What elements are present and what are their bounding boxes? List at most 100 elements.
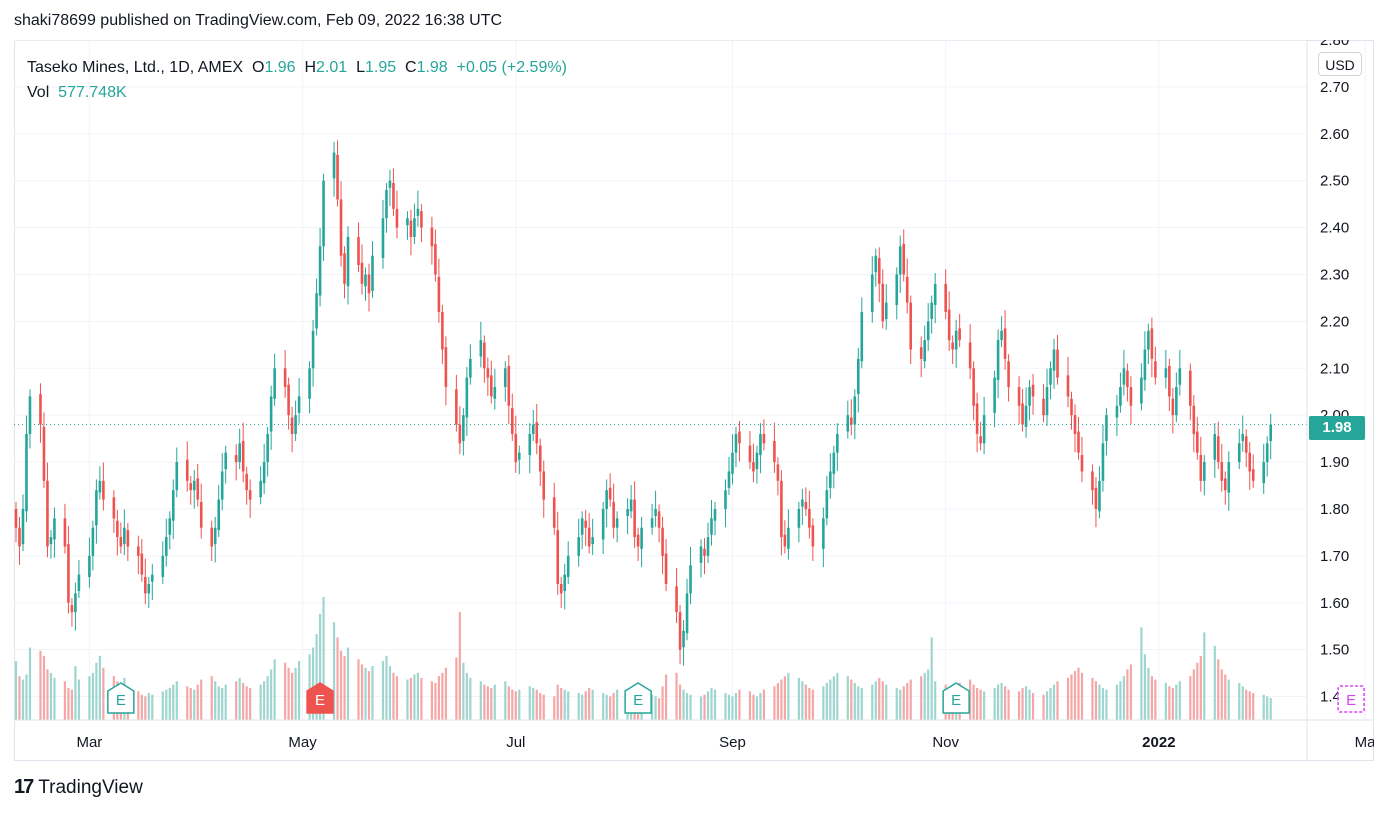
volume-bar: [1196, 662, 1199, 720]
volume-bar: [738, 689, 741, 720]
volume-bar: [1049, 687, 1052, 720]
candle-body: [406, 218, 409, 226]
volume-bar: [1178, 681, 1181, 720]
legend-low-label: L: [356, 59, 365, 76]
candle-body: [199, 501, 203, 528]
last-price-label: 1.98: [1309, 416, 1365, 440]
candle-body: [1126, 370, 1129, 388]
volume-bar: [1262, 694, 1265, 720]
volume-bar: [780, 679, 783, 720]
volume-bar: [581, 694, 584, 720]
earnings-marker-0[interactable]: E: [107, 682, 135, 714]
candle-body: [46, 480, 49, 547]
candle-body: [650, 518, 654, 528]
volume-bar: [67, 687, 70, 720]
volume-bar: [605, 694, 608, 720]
volume-bar: [1045, 691, 1049, 720]
candle-body: [933, 283, 937, 305]
footer-brand[interactable]: 17 TradingView: [14, 776, 143, 799]
volume-bar: [1192, 669, 1195, 720]
volume-bar: [434, 682, 437, 720]
candle-body: [392, 183, 395, 209]
legend-vol-value: 577.748K: [58, 84, 127, 101]
volume-bar: [1003, 686, 1007, 720]
candle-body: [74, 593, 77, 613]
candle-body: [591, 537, 594, 545]
volume-bar: [144, 696, 147, 720]
volume-bar: [602, 693, 605, 720]
volume-bar: [458, 612, 461, 720]
volume-bar: [95, 662, 98, 720]
volume-bar: [811, 689, 814, 720]
volume-bar: [797, 677, 800, 720]
candle-body: [675, 586, 678, 613]
candle-body: [1244, 436, 1248, 453]
price-chart[interactable]: 2.802.702.602.502.402.302.202.102.001.90…: [14, 40, 1374, 761]
candle-body: [1241, 433, 1245, 441]
candle-body: [315, 293, 318, 329]
volume-bar: [609, 696, 612, 720]
legend-vol-label: Vol: [27, 84, 50, 101]
volume-bar: [556, 684, 559, 720]
volume-bar: [360, 664, 364, 720]
x-tick-label-1: May: [288, 734, 317, 751]
volume-bar: [934, 681, 937, 720]
candle-body: [902, 244, 906, 275]
candle-body: [14, 508, 18, 528]
volume-bar: [441, 672, 444, 720]
volume-bar: [490, 687, 493, 720]
volume-bar: [567, 691, 570, 720]
candle-body: [1175, 387, 1178, 416]
time-axis: Mar May Jul Sep Nov 2022 Ma: [76, 734, 1374, 751]
candle-body: [434, 244, 437, 275]
volume-bar: [588, 687, 591, 720]
volume-bar: [1241, 686, 1244, 720]
candle-body: [151, 574, 154, 582]
volume-bar: [1031, 693, 1035, 720]
candle-body: [1105, 415, 1108, 441]
volume-bar: [74, 666, 77, 720]
earnings-marker-4[interactable]: E: [1337, 685, 1365, 713]
y-tick-label-4: 2.40: [1320, 220, 1349, 237]
candle-body: [1248, 452, 1252, 472]
candle-body: [605, 490, 608, 509]
volume-bar: [346, 647, 350, 720]
candle-body: [357, 236, 360, 266]
candle-body: [343, 253, 346, 284]
earnings-marker-3[interactable]: E: [942, 682, 970, 714]
volume-bar: [832, 676, 835, 720]
candle-body: [612, 501, 615, 528]
candle-body: [661, 527, 664, 556]
volume-bar: [902, 686, 905, 720]
candle-body: [1265, 443, 1269, 463]
candle-body: [905, 276, 909, 303]
candle-body: [919, 347, 923, 359]
candle-body: [67, 544, 70, 603]
candle-body: [1080, 455, 1084, 472]
volume-bar: [196, 684, 199, 720]
volume-bar: [1066, 677, 1070, 720]
candle-body: [1192, 405, 1196, 434]
volume-bar: [532, 687, 535, 720]
volume-bar: [734, 693, 738, 720]
volume-bar: [787, 672, 790, 720]
volume-bar: [657, 698, 661, 720]
candle-body: [1213, 433, 1217, 460]
candle-body: [1028, 387, 1031, 406]
candle-body: [462, 415, 465, 441]
candle-body: [1196, 431, 1199, 453]
volume-bar: [920, 676, 923, 720]
candle-body: [636, 534, 640, 547]
volume-bar: [1007, 689, 1010, 720]
candle-body: [853, 396, 857, 425]
candle-body: [137, 546, 140, 556]
currency-button[interactable]: USD: [1318, 52, 1362, 76]
earnings-marker-2[interactable]: E: [624, 682, 652, 714]
volume-bar: [28, 647, 32, 720]
candle-body: [189, 483, 193, 491]
candle-body: [144, 576, 147, 594]
volume-bar: [168, 687, 171, 720]
candle-body: [811, 525, 815, 547]
volume-bar: [165, 689, 168, 720]
earnings-marker-1[interactable]: E: [306, 682, 334, 714]
